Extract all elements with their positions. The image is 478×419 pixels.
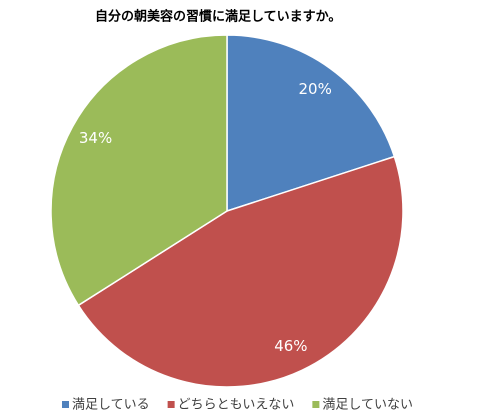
pie-slice (77, 155, 404, 388)
legend-marker (62, 401, 69, 408)
legend-marker (167, 401, 175, 408)
chart-title: 自分の朝美容の習慣に満足していますか。 (95, 9, 341, 25)
legend-marker (312, 401, 320, 408)
value-label: 46% (274, 337, 307, 355)
pie-slice (226, 34, 396, 213)
legend-label: 満足している (72, 398, 150, 413)
value-label: 20% (298, 80, 331, 98)
pie-slice (50, 34, 228, 307)
value-label: 34% (79, 129, 112, 147)
legend-label: 満足していない (322, 398, 413, 413)
legend-label: どちらともいえない (178, 398, 295, 413)
